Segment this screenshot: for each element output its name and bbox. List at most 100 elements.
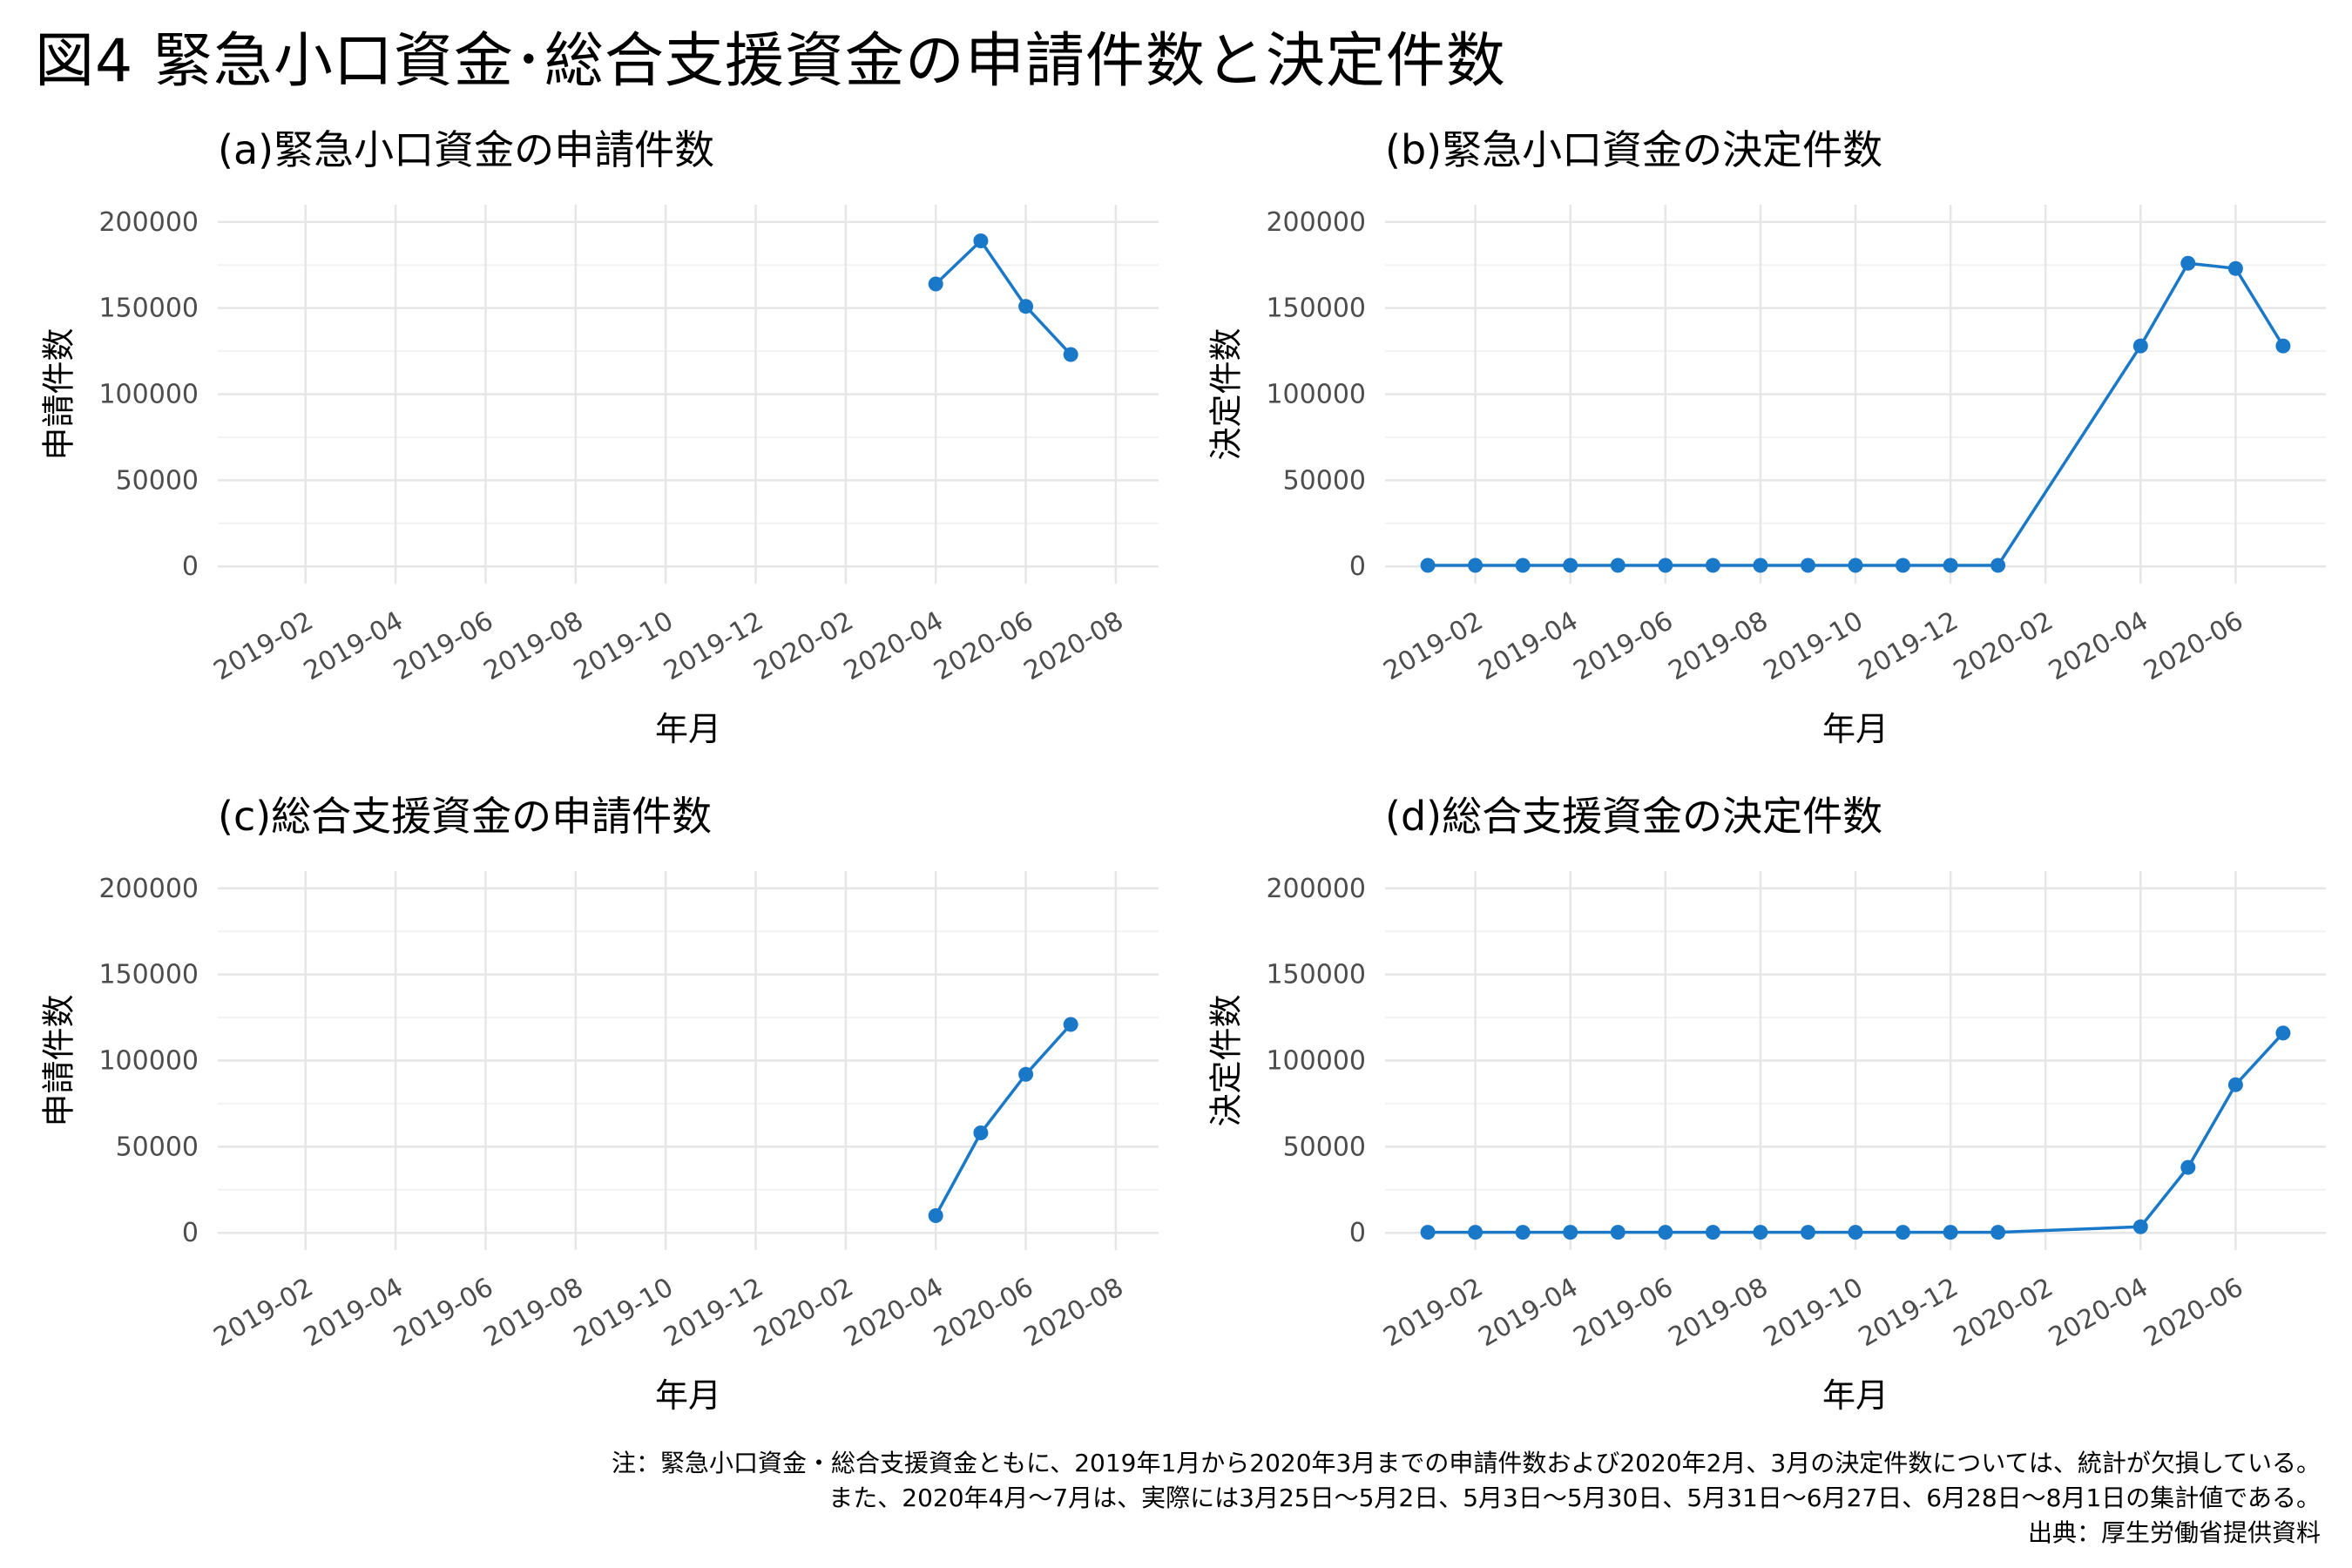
y-tick-label: 150000 — [98, 294, 199, 324]
y-tick-label: 0 — [182, 1218, 199, 1248]
x-tick-label: 2020-06 — [929, 1272, 1038, 1353]
y-tick-label: 50000 — [116, 465, 199, 496]
x-tick-label: 2019-10 — [569, 1272, 679, 1353]
chart-d-svg: 0500001000001500002000002019-022019-0420… — [1207, 793, 2326, 1415]
major-grid — [218, 871, 1159, 1250]
y-tick-label: 150000 — [1266, 960, 1366, 990]
data-point — [1801, 1225, 1815, 1240]
x-tick-label: 2020-06 — [2139, 605, 2248, 686]
figure-title: 図4 緊急小口資金･総合支援資金の申請件数と決定件数 — [35, 27, 1506, 96]
x-tick-label: 2020-04 — [2044, 605, 2153, 686]
y-tick-label: 50000 — [1283, 1132, 1366, 1162]
x-tick-label: 2019-02 — [208, 1272, 318, 1353]
chart-title: (b)緊急小口資金の決定件数 — [1385, 126, 1882, 173]
data-point — [973, 233, 989, 248]
data-point — [1896, 558, 1910, 573]
data-point — [2180, 255, 2196, 271]
data-point — [1515, 1225, 1531, 1240]
data-point — [1610, 1225, 1625, 1240]
data-point — [928, 1208, 943, 1223]
x-tick-label: 2019-04 — [299, 605, 409, 686]
data-point — [2227, 260, 2243, 276]
y-tick-label: 200000 — [98, 207, 199, 238]
x-tick-label: 2020-04 — [839, 1272, 949, 1353]
data-point — [1563, 1225, 1578, 1240]
x-tick-label: 2019-04 — [1473, 605, 1583, 686]
data-point — [1063, 1017, 1078, 1032]
y-tick-label: 200000 — [98, 874, 199, 904]
x-tick-label: 2019-08 — [479, 1272, 589, 1353]
x-tick-label: 2019-06 — [389, 1272, 498, 1353]
y-tick-label: 100000 — [98, 1046, 199, 1077]
data-point — [1063, 347, 1078, 362]
series-line — [934, 239, 1072, 356]
y-axis-label: 申請件数 — [40, 994, 78, 1126]
y-tick-label: 0 — [1349, 1218, 1366, 1248]
y-tick-label: 50000 — [1283, 465, 1366, 496]
x-axis-label: 年月 — [655, 1376, 721, 1415]
chart-title: (a)緊急小口資金の申請件数 — [218, 126, 714, 173]
x-tick-label: 2020-02 — [1949, 605, 2058, 686]
x-tick-label: 2019-06 — [389, 605, 498, 686]
series-line — [934, 1023, 1072, 1217]
x-tick-label: 2019-02 — [1378, 1272, 1488, 1353]
source-line: 出典：厚生労働省提供資料 — [2027, 1518, 2321, 1547]
data-point — [1610, 558, 1625, 573]
data-point — [1468, 558, 1484, 573]
chart-panel-b: 0 50000 100000 150000 200000 2019-02 2019-04 20… — [1167, 113, 2335, 775]
x-tick-label: 2020-06 — [2139, 1272, 2248, 1353]
data-point — [1753, 1225, 1768, 1240]
x-tick-label: 2019-12 — [1854, 1272, 1963, 1353]
data-point — [1848, 558, 1863, 573]
x-tick-label: 2019-02 — [1378, 605, 1488, 686]
data-point — [2180, 1159, 2196, 1175]
data-point — [1018, 1066, 1034, 1082]
x-axis-label: 年月 — [1822, 1376, 1889, 1415]
y-axis-label: 申請件数 — [40, 328, 78, 460]
y-tick-label: 100000 — [1266, 1046, 1366, 1077]
x-tick-label: 2019-10 — [569, 605, 679, 686]
data-point — [2132, 1219, 2148, 1234]
x-tick-label: 2020-02 — [749, 605, 859, 686]
x-tick-label: 2019-04 — [299, 1272, 409, 1353]
y-tick-label: 150000 — [1266, 294, 1366, 324]
data-point — [1990, 1225, 2006, 1240]
y-axis-label: 決定件数 — [1207, 328, 1246, 460]
data-point — [1018, 299, 1034, 314]
data-point — [1420, 558, 1436, 573]
y-axis-label: 決定件数 — [1207, 994, 1246, 1126]
data-point — [1515, 558, 1531, 573]
x-tick-label: 2020-08 — [1019, 605, 1129, 686]
x-tick-label: 2019-12 — [659, 1272, 768, 1353]
figure-notes: 注：緊急小口資金・総合支援資金ともに、2019年1月から2020年3月までの申請… — [612, 1446, 2321, 1551]
data-point — [1801, 558, 1815, 573]
data-point — [1658, 558, 1673, 573]
note-line-2: また、2020年4月～7月は、実際には3月25日～5月2日、5月3日～5月30日… — [828, 1484, 2321, 1512]
data-point — [2275, 1025, 2291, 1041]
chart-panel-a: 0 50000 100000 150000 200000 2019-02 2019-04 20… — [0, 113, 1167, 775]
x-tick-label: 2020-04 — [2044, 1272, 2153, 1353]
x-tick-label: 2020-06 — [929, 605, 1038, 686]
data-point — [1563, 558, 1578, 573]
x-tick-label: 2020-02 — [749, 1272, 859, 1353]
y-tick-label: 0 — [1349, 551, 1366, 582]
x-tick-label: 2019-08 — [479, 605, 589, 686]
chart-a-svg: 0500001000001500002000002019-022019-0420… — [40, 126, 1159, 748]
chart-title: (d)総合支援資金の決定件数 — [1385, 793, 1882, 840]
data-point — [1943, 1225, 1958, 1240]
data-point — [1468, 1225, 1484, 1240]
data-point — [973, 1125, 989, 1140]
x-tick-label: 2020-04 — [839, 605, 949, 686]
data-point — [1990, 558, 2006, 573]
x-tick-label: 2019-02 — [208, 605, 318, 686]
x-tick-label: 2020-08 — [1019, 1272, 1129, 1353]
x-tick-label: 2020-02 — [1949, 1272, 2058, 1353]
data-point — [1420, 1225, 1436, 1240]
y-tick-label: 200000 — [1266, 207, 1366, 238]
x-tick-label: 2019-06 — [1569, 605, 1679, 686]
chart-b-svg: 0500001000001500002000002019-022019-0420… — [1207, 126, 2326, 748]
data-point — [1705, 1225, 1720, 1240]
data-point — [1943, 558, 1958, 573]
chart-panel-c: 0 50000 100000 150000 200000 2019-02 2019-04 20… — [0, 780, 1167, 1442]
data-point — [2275, 338, 2291, 354]
